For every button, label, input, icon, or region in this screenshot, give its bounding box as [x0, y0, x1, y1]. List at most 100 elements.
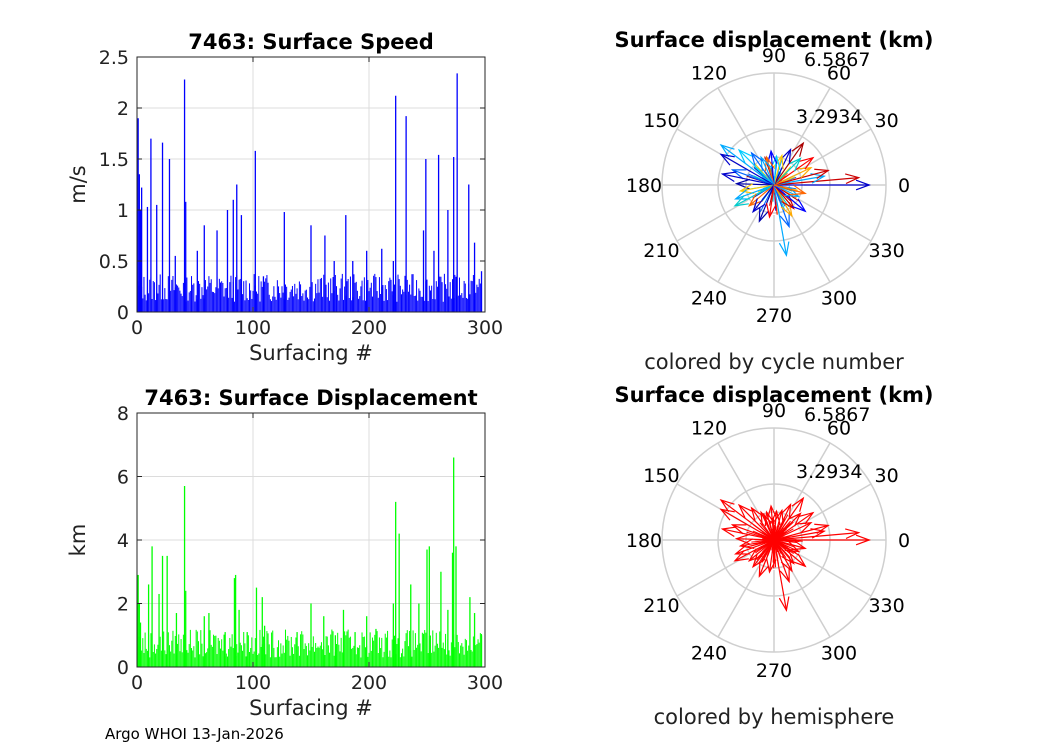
- vector-arrowhead: [760, 510, 772, 527]
- vector-arrow: [732, 524, 775, 541]
- vector-arrowhead: [720, 526, 737, 537]
- vector-arrowhead: [780, 502, 792, 519]
- vector-arrow: [734, 184, 775, 207]
- vector-arrow: [736, 538, 775, 541]
- vector-arrow: [773, 155, 783, 186]
- vector-arrowhead: [791, 553, 807, 568]
- vector-arrowhead: [814, 523, 830, 535]
- vector-arrow: [720, 499, 775, 541]
- x-tick-label: 200: [351, 317, 387, 339]
- vector-arrow: [736, 183, 775, 186]
- polar-angle-label: 180: [626, 530, 662, 552]
- vector-arrowhead: [733, 194, 749, 207]
- vector-arrow: [773, 184, 787, 256]
- vector-arrowhead: [734, 533, 751, 545]
- vector-arrow: [773, 512, 814, 541]
- vector-arrowhead: [737, 148, 753, 164]
- vector-arrow: [773, 539, 787, 611]
- vector-arrowhead: [799, 156, 815, 170]
- vector-arrowhead: [734, 544, 750, 555]
- vector-arrow: [748, 539, 775, 562]
- polar-angle-label: 240: [691, 288, 727, 310]
- vector-arrow: [720, 153, 775, 186]
- polar-angle-label: 30: [874, 110, 898, 132]
- vector-arrowhead: [719, 153, 735, 166]
- chart-title: Surface displacement (km): [614, 28, 933, 52]
- polar-spoke: [717, 87, 760, 160]
- vector-arrow: [751, 152, 775, 186]
- polar-ring: [661, 72, 887, 298]
- vector-arrowhead: [796, 522, 813, 534]
- polar-angle-label: 60: [827, 62, 851, 84]
- vector-arrowhead: [720, 171, 737, 182]
- vector-arrowhead: [779, 567, 790, 584]
- polar-angle-label: 90: [762, 400, 786, 422]
- vector-arrow: [720, 144, 775, 186]
- vector-arrow: [773, 142, 804, 186]
- x-tick-label: 100: [235, 317, 271, 339]
- vector-arrow: [773, 539, 795, 564]
- vector-arrowhead: [780, 147, 792, 164]
- vector-arrowhead: [791, 539, 807, 551]
- vector-arrow: [768, 539, 775, 573]
- vector-arrowhead: [730, 524, 747, 535]
- vector-arrowhead: [765, 203, 777, 219]
- vector-arrow: [773, 169, 829, 186]
- vector-arrow: [773, 184, 806, 212]
- polar-ring-label: 3.2934: [796, 461, 862, 483]
- polar-angle-label: 150: [643, 465, 679, 487]
- polar-angle-label: 330: [868, 240, 904, 262]
- vector-arrowhead: [733, 549, 749, 562]
- y-tick-label: 0.5: [99, 251, 129, 273]
- polar-angle-label: 270: [756, 660, 792, 682]
- vector-arrowhead: [845, 528, 861, 540]
- vector-arrowhead: [855, 534, 871, 546]
- x-axis-label: Surfacing #: [249, 341, 373, 365]
- vector-arrowhead: [758, 562, 770, 578]
- polar-spoke: [799, 554, 872, 597]
- vector-arrow: [758, 184, 775, 222]
- chart-title: 7463: Surface Speed: [188, 30, 434, 54]
- vector-arrow: [735, 184, 775, 200]
- vector-arrowhead: [719, 499, 735, 513]
- vector-arrowhead: [778, 241, 790, 258]
- vector-arrowhead: [719, 144, 735, 158]
- vector-arrowhead: [799, 511, 815, 525]
- vector-arrow: [765, 511, 775, 541]
- vector-arrow: [770, 151, 775, 186]
- vector-arrow: [760, 512, 775, 541]
- y-tick-label: 0: [117, 657, 129, 679]
- vector-arrow: [768, 184, 775, 218]
- vector-arrow: [773, 539, 806, 567]
- polar-ring: [661, 427, 887, 653]
- vector-arrow: [773, 497, 804, 541]
- vector-arrow: [773, 184, 795, 209]
- polar-angle-label: 300: [821, 643, 857, 665]
- vector-arrow: [773, 158, 801, 186]
- footer-credit: Argo WHOI 13-Jan-2026: [105, 725, 284, 743]
- vector-arrowhead: [758, 207, 770, 223]
- vector-arrow: [758, 539, 775, 577]
- polar-angle-label: 120: [691, 417, 727, 439]
- vector-arrow: [748, 184, 775, 207]
- vector-arrow: [773, 510, 783, 541]
- vector-arrowhead: [796, 167, 813, 179]
- vector-arrowhead: [765, 558, 777, 574]
- vector-arrowhead: [730, 169, 747, 180]
- vector-arrow: [773, 149, 792, 186]
- y-axis-label: km: [66, 524, 90, 557]
- polar-spoke: [799, 483, 872, 526]
- polar-angle-label: 210: [643, 595, 679, 617]
- polar-spoke: [788, 87, 831, 160]
- vector-arrow: [773, 504, 792, 541]
- polar-angle-label: 330: [868, 595, 904, 617]
- polar-angle-label: 30: [874, 465, 898, 487]
- vector-arrowhead: [747, 193, 763, 207]
- vector-arrow: [773, 524, 829, 541]
- vector-arrowhead: [734, 178, 751, 190]
- vector-arrowhead: [734, 189, 750, 200]
- vector-arrowhead: [737, 503, 753, 519]
- vector-scribble: [760, 539, 775, 564]
- vector-arrow: [752, 539, 775, 568]
